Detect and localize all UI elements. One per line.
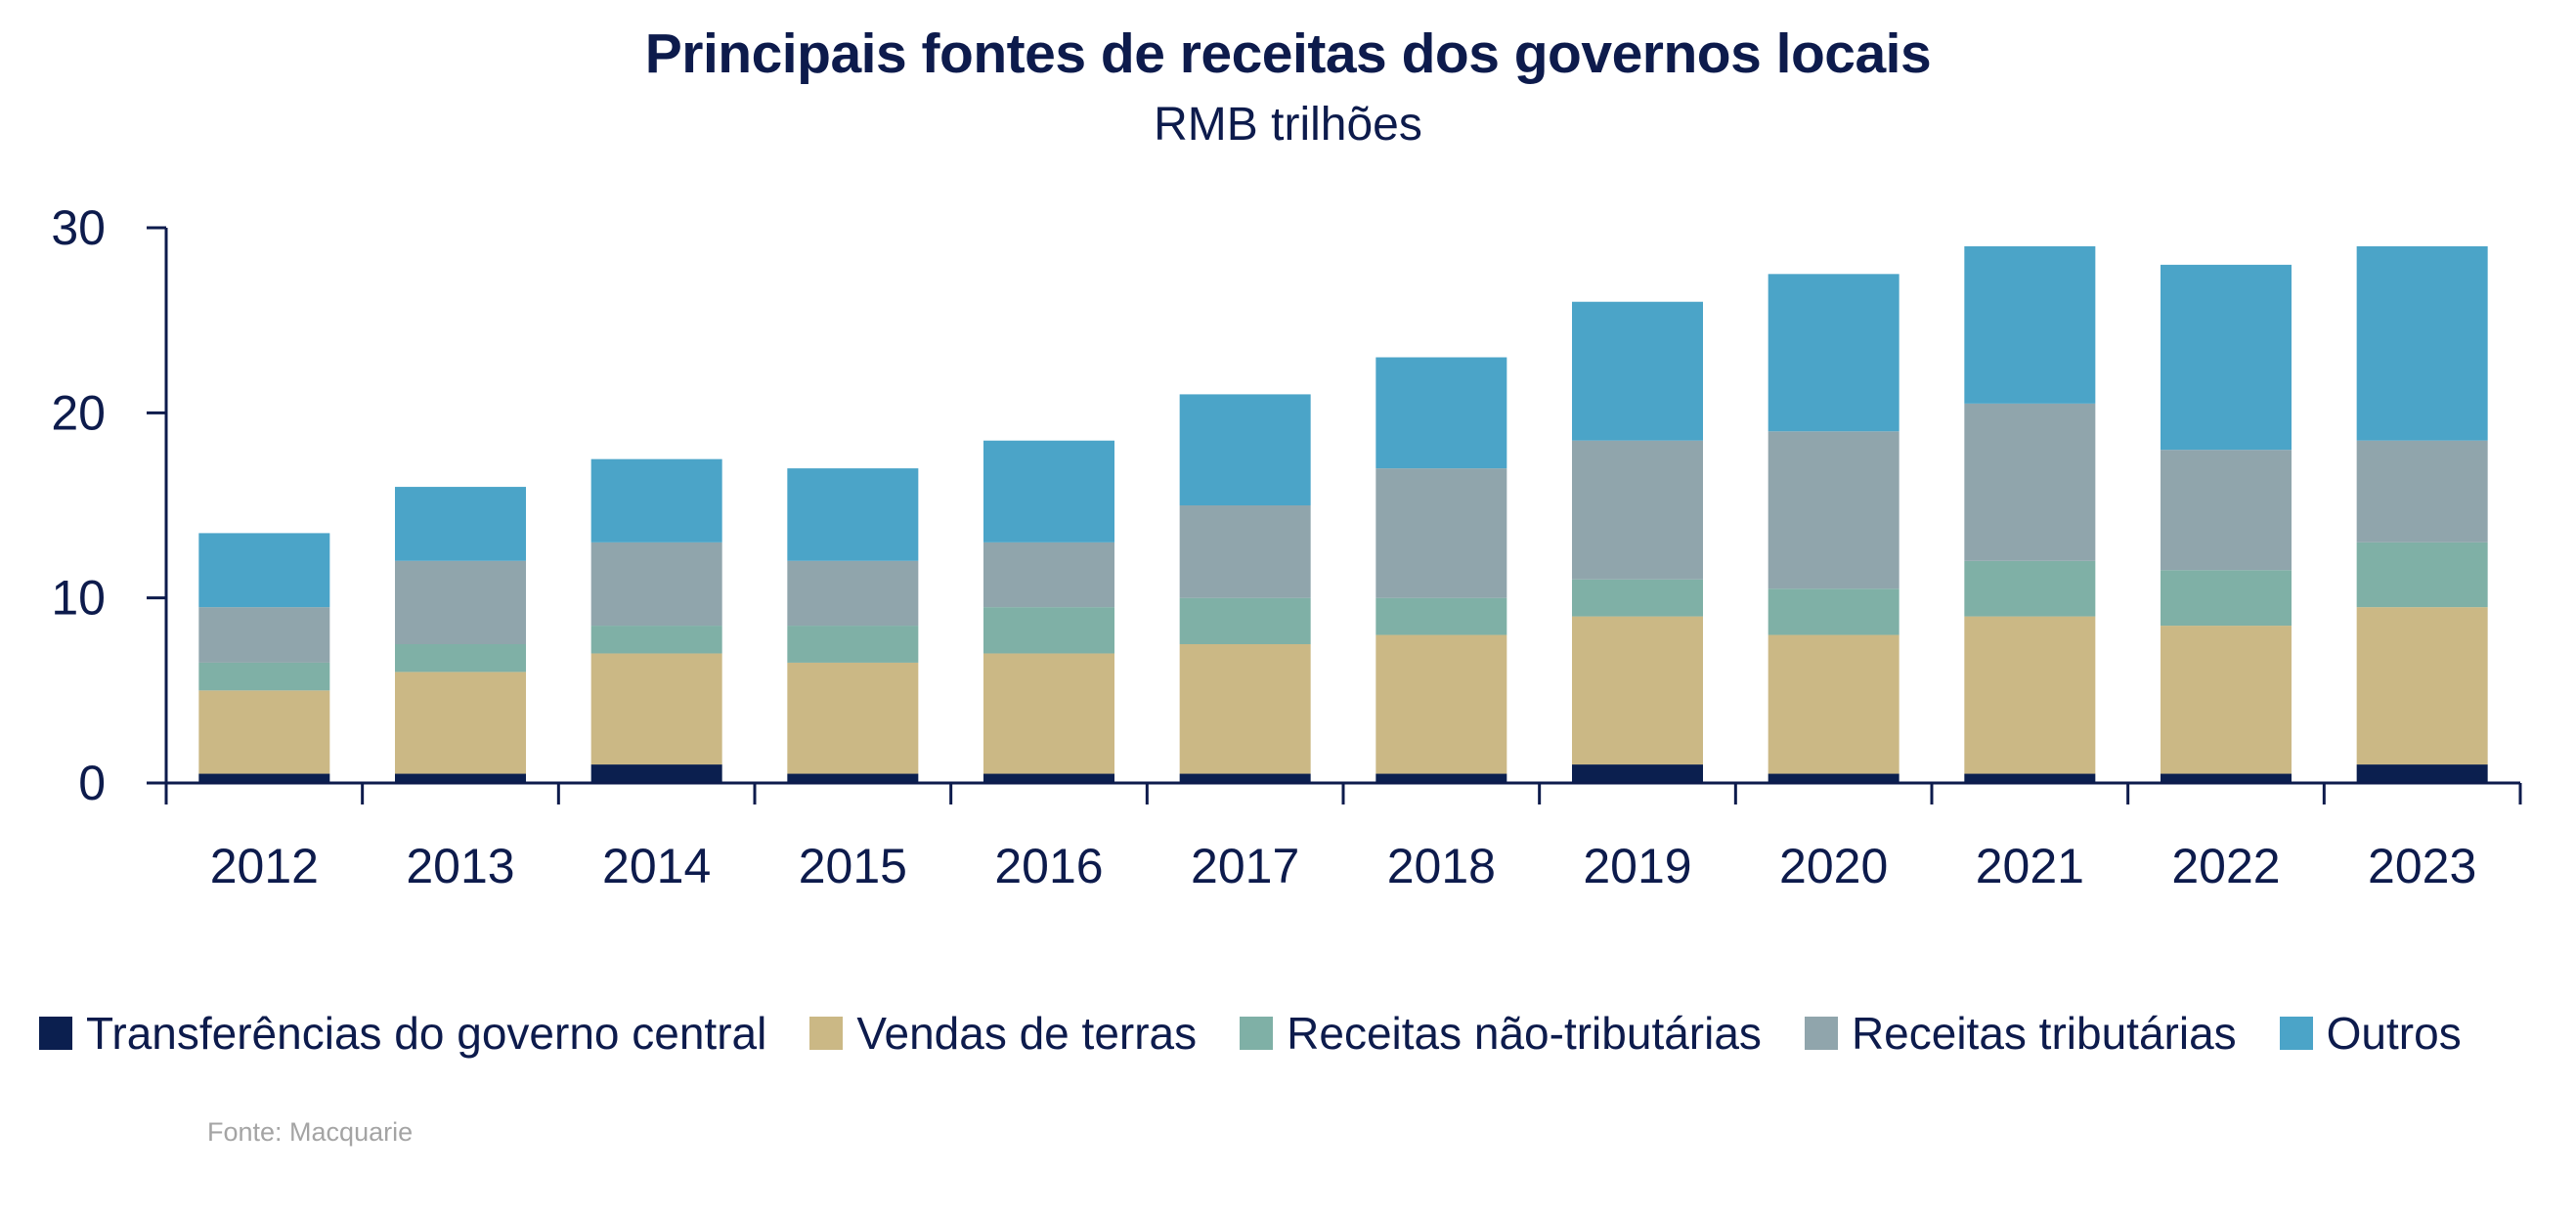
bar-segment-2014-series-3 (590, 542, 722, 627)
bar-segment-2022-series-0 (2161, 773, 2292, 783)
bar-segment-2018-series-2 (1375, 597, 1507, 635)
legend-swatch (2279, 1017, 2313, 1050)
bar-segment-2012-series-4 (198, 533, 330, 608)
legend-label: Transferências do governo central (86, 1008, 767, 1059)
bar-segment-2019-series-2 (1572, 579, 1703, 617)
legend-label: Receitas não-tributárias (1287, 1008, 1762, 1059)
bar-segment-2016-series-0 (983, 773, 1114, 783)
source-note: Fonte: Macquarie (207, 1117, 414, 1147)
x-tick-label: 2022 (2171, 839, 2280, 893)
y-tick-label: 20 (51, 385, 106, 440)
bar-segment-2013-series-2 (395, 644, 526, 673)
bar-segment-2022-series-1 (2161, 626, 2292, 774)
bar-segment-2018-series-1 (1375, 634, 1507, 774)
bar-segment-2019-series-3 (1572, 440, 1703, 580)
legend-swatch (1240, 1017, 1274, 1050)
legend-swatch (39, 1017, 72, 1050)
y-tick-label: 10 (51, 571, 106, 626)
bar-segment-2020-series-2 (1768, 588, 1899, 635)
chart-title: Principais fontes de receitas dos govern… (644, 22, 1932, 85)
bar-segment-2020-series-3 (1768, 431, 1899, 589)
x-tick-label: 2016 (994, 839, 1103, 893)
bar-segment-2022-series-2 (2161, 570, 2292, 627)
bar-segment-2020-series-4 (1768, 274, 1899, 432)
chart-subtitle: RMB trilhões (1154, 99, 1422, 151)
legend: Transferências do governo central Vendas … (39, 1007, 2561, 1060)
x-tick-label: 2014 (602, 839, 711, 893)
legend-label: Receitas tributárias (1851, 1008, 2237, 1059)
x-tick-label: 2019 (1583, 839, 1691, 893)
x-tick-label: 2021 (1976, 839, 2084, 893)
bar-segment-2013-series-1 (395, 672, 526, 774)
bar-segment-2021-series-4 (1964, 245, 2096, 404)
bar-segment-2020-series-0 (1768, 773, 1899, 783)
bar-segment-2021-series-2 (1964, 560, 2096, 617)
bar-segment-2014-series-0 (590, 764, 722, 783)
legend-item: Receitas tributárias (1804, 1007, 2237, 1060)
bar-segment-2015-series-3 (787, 560, 919, 627)
bar-segment-2017-series-4 (1179, 394, 1311, 505)
bar-segment-2016-series-4 (983, 440, 1114, 543)
x-tick-label: 2020 (1779, 839, 1888, 893)
axes-group: 2012 2013 2014 2015 2016 2017 2018 2019 2020 2021… (51, 200, 2522, 893)
legend-label: Vendas de terras (856, 1008, 1198, 1059)
legend-item: Transferências do governo central (39, 1007, 766, 1060)
bar-segment-2015-series-0 (787, 773, 919, 783)
bar-segment-2021-series-1 (1964, 616, 2096, 774)
bar-segment-2019-series-1 (1572, 616, 1703, 765)
bar-segment-2023-series-1 (2356, 607, 2488, 765)
legend-item: Outros (2279, 1007, 2462, 1060)
y-tick-label: 30 (51, 200, 106, 255)
bar-segment-2018-series-0 (1375, 773, 1507, 783)
legend-swatch (809, 1017, 844, 1050)
x-tick-label: 2023 (2368, 839, 2476, 893)
bars-group (198, 245, 2488, 783)
bar-segment-2020-series-1 (1768, 634, 1899, 774)
x-tick-label: 2017 (1191, 839, 1299, 893)
bar-segment-2018-series-3 (1375, 468, 1507, 598)
x-tick-label: 2013 (406, 839, 514, 893)
bar-segment-2012-series-0 (198, 773, 330, 783)
bar-segment-2018-series-4 (1375, 357, 1507, 469)
bar-segment-2016-series-1 (983, 653, 1114, 774)
bar-segment-2012-series-2 (198, 662, 330, 691)
bar-segment-2013-series-4 (395, 487, 526, 561)
bar-segment-2022-series-4 (2161, 264, 2292, 451)
bar-segment-2015-series-2 (787, 626, 919, 663)
legend-swatch (1804, 1017, 1838, 1050)
bar-segment-2012-series-3 (198, 607, 330, 663)
bar-segment-2014-series-2 (590, 626, 722, 654)
bar-segment-2021-series-3 (1964, 403, 2096, 561)
bar-segment-2017-series-1 (1179, 644, 1311, 774)
bar-segment-2012-series-1 (198, 690, 330, 774)
x-tick-label: 2015 (799, 839, 907, 893)
bar-segment-2017-series-2 (1179, 597, 1311, 644)
bar-segment-2015-series-4 (787, 468, 919, 561)
legend-item: Receitas não-tributárias (1240, 1007, 1762, 1060)
bar-segment-2023-series-3 (2356, 440, 2488, 543)
legend-label: Outros (2326, 1008, 2462, 1059)
bar-segment-2019-series-0 (1572, 764, 1703, 783)
bar-segment-2015-series-1 (787, 662, 919, 774)
bar-segment-2014-series-1 (590, 653, 722, 765)
bar-segment-2013-series-3 (395, 560, 526, 644)
bar-segment-2017-series-3 (1179, 505, 1311, 598)
legend-item: Vendas de terras (809, 1007, 1197, 1060)
bar-segment-2019-series-4 (1572, 301, 1703, 441)
y-tick-label: 0 (78, 756, 106, 810)
bar-segment-2023-series-0 (2356, 764, 2488, 783)
bar-segment-2023-series-2 (2356, 542, 2488, 608)
bar-segment-2013-series-0 (395, 773, 526, 783)
x-tick-label: 2012 (210, 839, 319, 893)
bar-segment-2017-series-0 (1179, 773, 1311, 783)
x-tick-label: 2018 (1387, 839, 1496, 893)
bar-segment-2016-series-2 (983, 607, 1114, 654)
bar-segment-2022-series-3 (2161, 450, 2292, 571)
bar-segment-2016-series-3 (983, 542, 1114, 608)
bar-segment-2014-series-4 (590, 458, 722, 543)
bar-segment-2023-series-4 (2356, 245, 2488, 441)
bar-segment-2021-series-0 (1964, 773, 2096, 783)
